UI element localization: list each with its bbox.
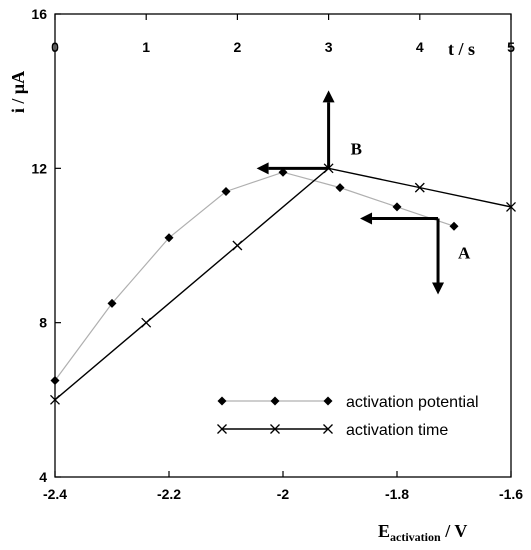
annotation-A-arrow-down-head bbox=[432, 282, 445, 295]
series-0-point-3 bbox=[221, 186, 231, 196]
series-0-point-2 bbox=[164, 233, 174, 243]
y-tick-label-1: 8 bbox=[39, 315, 47, 331]
legend-1-marker-0 bbox=[217, 424, 227, 434]
series-0-point-4 bbox=[278, 167, 288, 177]
series-0-point-5 bbox=[335, 183, 345, 193]
legend-0-marker-2 bbox=[323, 396, 333, 406]
annotation-A-arrow-down bbox=[432, 218, 445, 295]
annotation-A-arrow-left-head bbox=[360, 212, 373, 225]
x-top-tick-label-0: 0 bbox=[51, 39, 59, 55]
annotation-label-A: A bbox=[458, 243, 471, 262]
annotation-B-arrow-left bbox=[256, 162, 329, 175]
x-bottom-tick-label-1: -2.2 bbox=[157, 486, 181, 502]
bottom-axis-label-unit: / V bbox=[441, 521, 468, 541]
x-top-tick-label-4: 4 bbox=[416, 39, 424, 55]
legend-0-marker-1 bbox=[270, 396, 280, 406]
y-tick-label-2: 12 bbox=[31, 160, 47, 176]
series-0-point-6 bbox=[392, 202, 402, 212]
bottom-axis-label: Eactivation / V bbox=[378, 521, 467, 544]
y-axis-label: i / μA bbox=[8, 71, 28, 113]
x-top-tick-label-3: 3 bbox=[325, 39, 333, 55]
x-top-tick-label-1: 1 bbox=[142, 39, 150, 55]
series-1-point-1 bbox=[141, 317, 152, 328]
series-line-0 bbox=[54, 171, 455, 381]
x-bottom-tick-label-0: -2.4 bbox=[43, 486, 67, 502]
series-1-point-2 bbox=[232, 240, 243, 251]
top-axis-label: t / s bbox=[448, 39, 475, 59]
legend-label-1: activation time bbox=[346, 422, 448, 439]
series-line-1 bbox=[54, 167, 512, 401]
x-top-tick-label-2: 2 bbox=[234, 39, 242, 55]
annotation-B-arrow-left-head bbox=[256, 162, 269, 175]
annotation-label-B: B bbox=[351, 139, 362, 158]
x-top-tick-label-5: 5 bbox=[507, 39, 515, 55]
legend-label-0: activation potential bbox=[346, 394, 479, 411]
legend-1-marker-1 bbox=[270, 424, 280, 434]
series-0-point-7 bbox=[449, 221, 459, 231]
bottom-axis-label-sub: activation bbox=[390, 530, 441, 544]
x-bottom-tick-label-4: -1.6 bbox=[499, 486, 523, 502]
x-bottom-tick-label-3: -1.8 bbox=[385, 486, 409, 502]
legend-1-marker-2 bbox=[323, 424, 333, 434]
series-0-point-1 bbox=[107, 298, 117, 308]
x-bottom-tick-label-2: -2 bbox=[277, 486, 290, 502]
y-tick-label-3: 16 bbox=[31, 6, 47, 22]
series-1-point-5 bbox=[506, 201, 516, 212]
annotation-A-arrow-left bbox=[360, 212, 439, 225]
series-1-point-0 bbox=[50, 394, 60, 405]
legend-0-marker-0 bbox=[217, 396, 227, 406]
bottom-axis-label-main: E bbox=[378, 521, 390, 541]
y-tick-label-0: 4 bbox=[39, 469, 47, 485]
series-0-point-0 bbox=[50, 376, 60, 386]
series-1-point-4 bbox=[414, 182, 425, 193]
annotation-B-arrow-up-head bbox=[322, 90, 335, 103]
annotation-B-arrow-up bbox=[322, 90, 335, 169]
